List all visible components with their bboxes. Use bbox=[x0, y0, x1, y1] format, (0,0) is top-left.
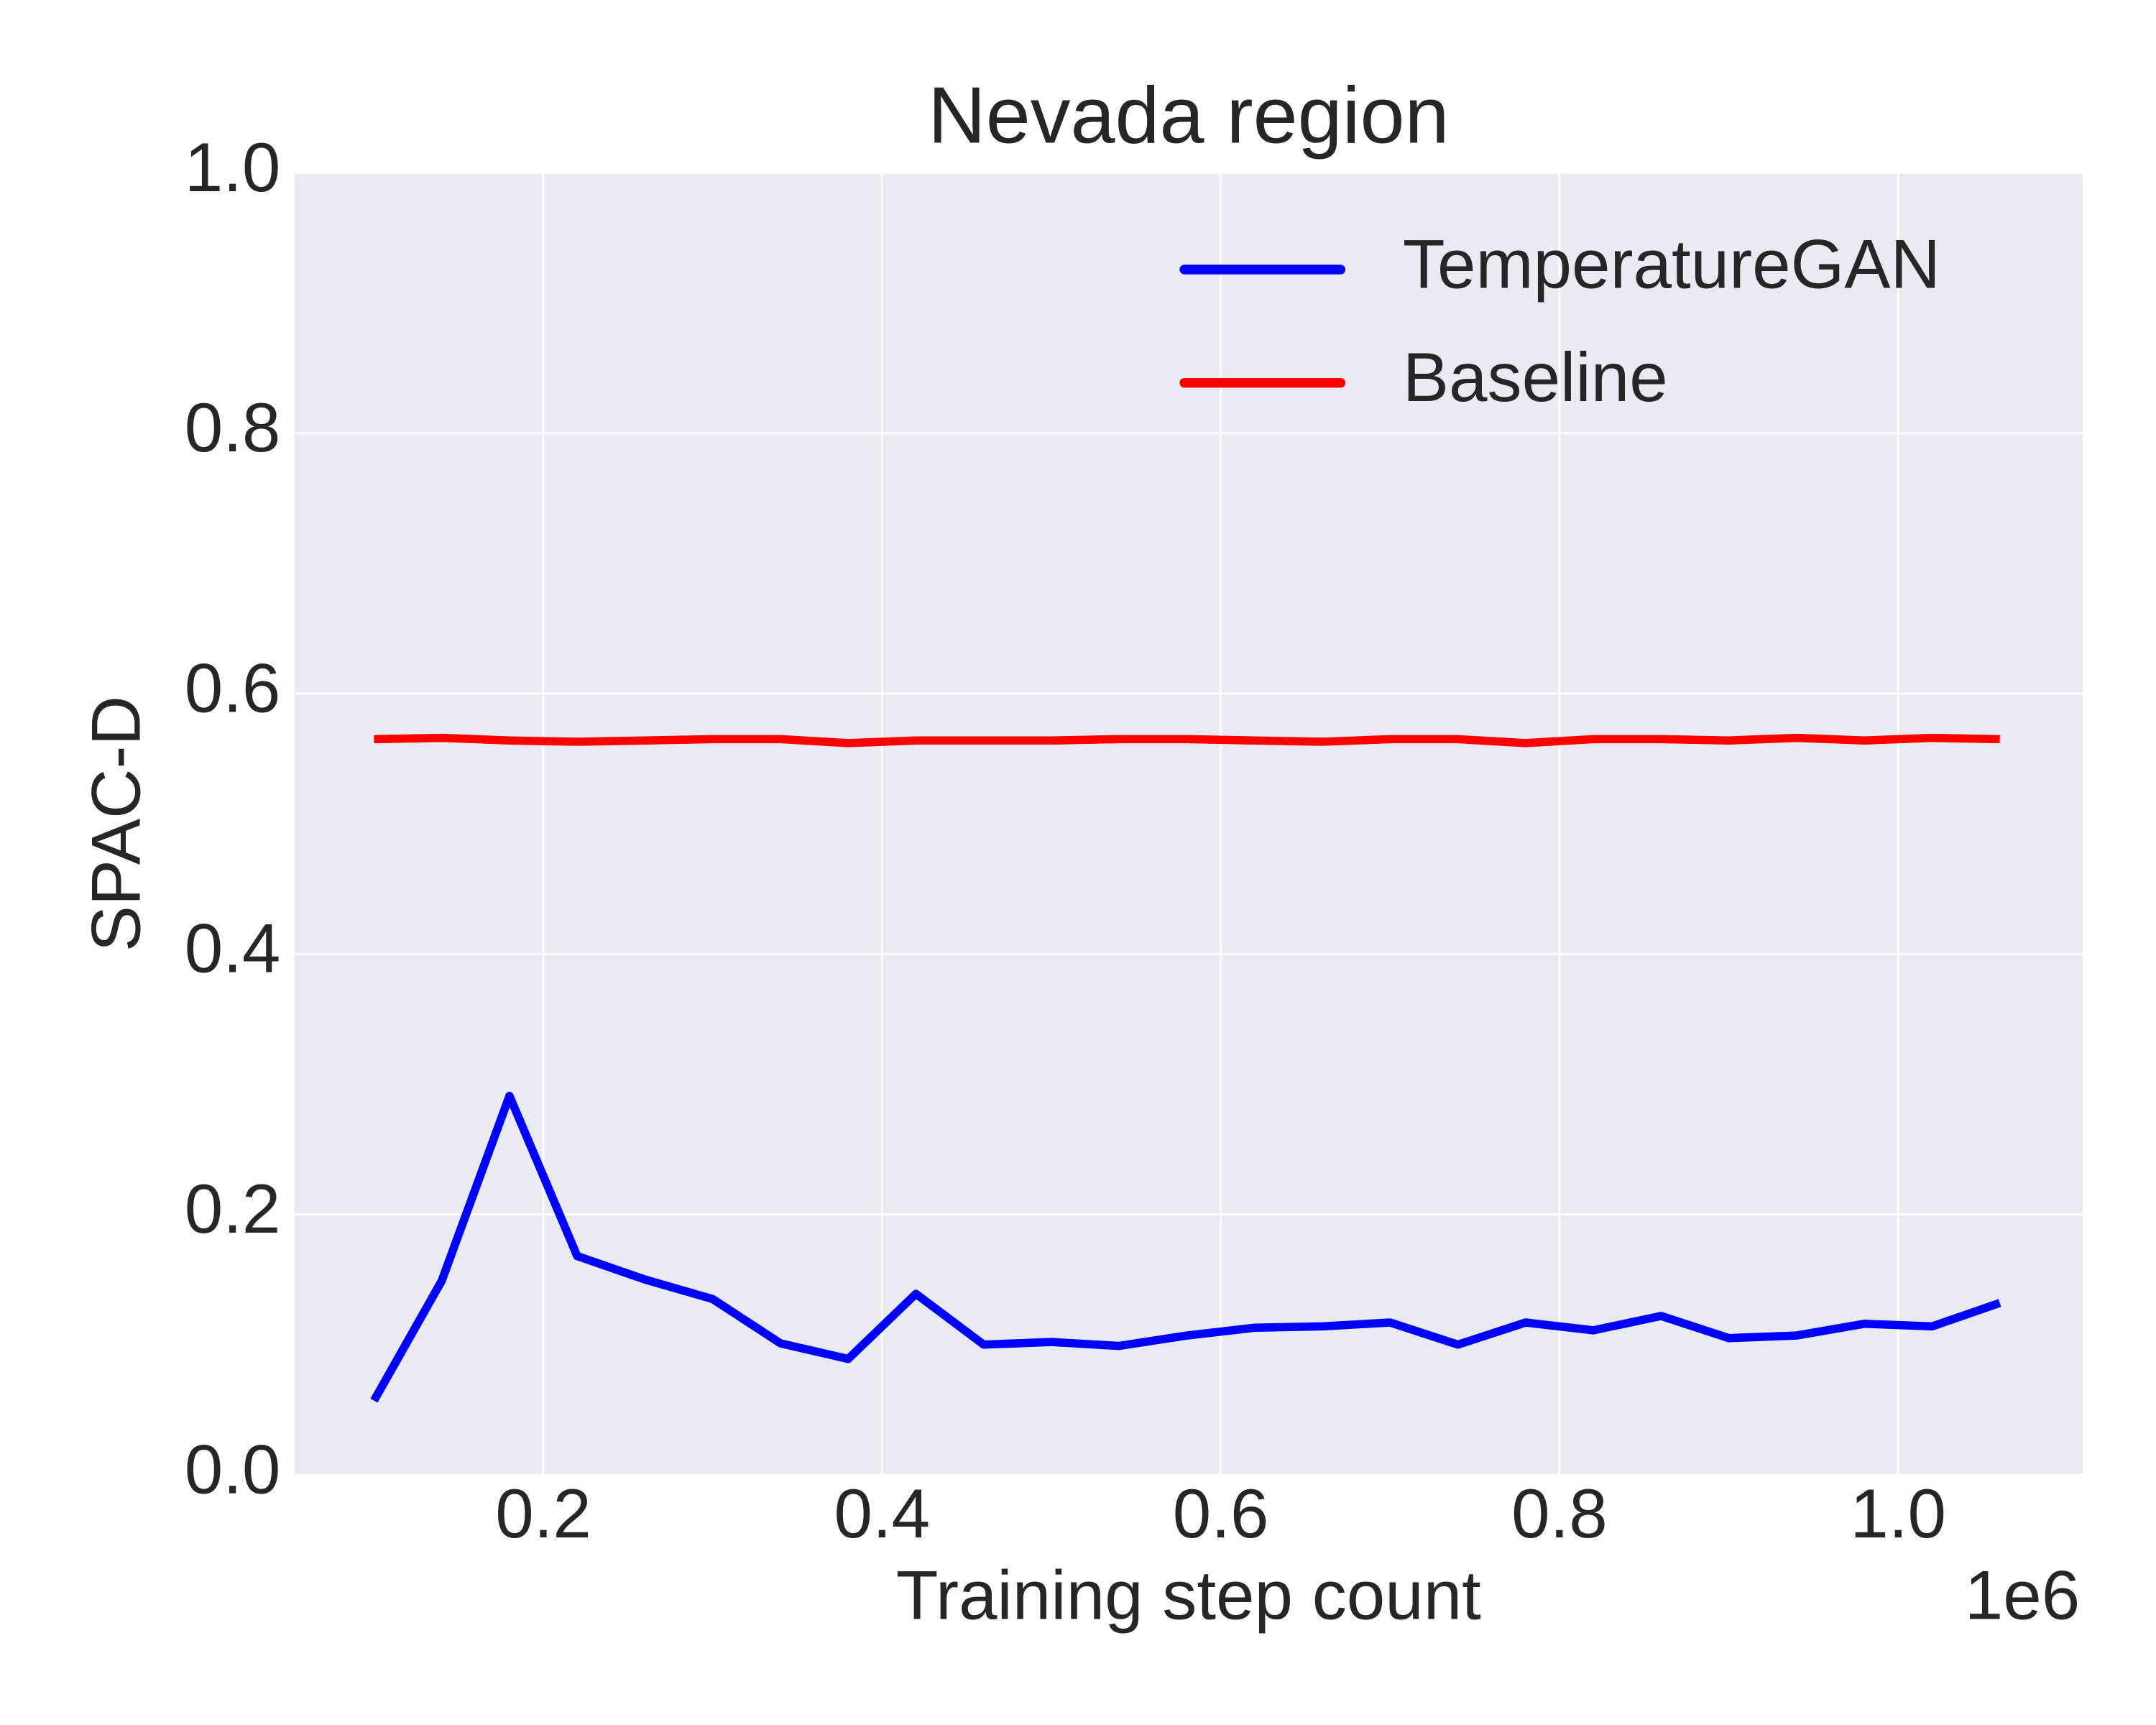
y-tick-label: 0.2 bbox=[185, 1171, 281, 1248]
y-tick-label: 0.0 bbox=[185, 1431, 281, 1508]
y-tick-label: 0.4 bbox=[185, 911, 281, 988]
x-tick-label: 0.6 bbox=[1173, 1476, 1269, 1552]
x-axis-label: Training step count bbox=[896, 1557, 1481, 1634]
plot-area bbox=[294, 172, 2083, 1475]
legend-label: Baseline bbox=[1403, 339, 1668, 416]
line-series bbox=[370, 1091, 2001, 1403]
line-series bbox=[374, 733, 2000, 748]
legend-label: TemperatureGAN bbox=[1403, 226, 1940, 303]
chart-title: Nevada region bbox=[928, 70, 1449, 160]
x-tick-label: 1.0 bbox=[1850, 1476, 1946, 1552]
x-tick-label: 0.4 bbox=[834, 1476, 930, 1552]
x-offset-label: 1e6 bbox=[1965, 1557, 2080, 1634]
x-tick-label: 0.2 bbox=[495, 1476, 591, 1552]
y-tick-label: 0.8 bbox=[185, 390, 281, 466]
y-axis-label: SPAC-D bbox=[78, 696, 155, 952]
x-tick-label: 0.8 bbox=[1511, 1476, 1608, 1552]
y-tick-label: 1.0 bbox=[185, 129, 281, 206]
y-tick-label: 0.6 bbox=[185, 650, 281, 727]
